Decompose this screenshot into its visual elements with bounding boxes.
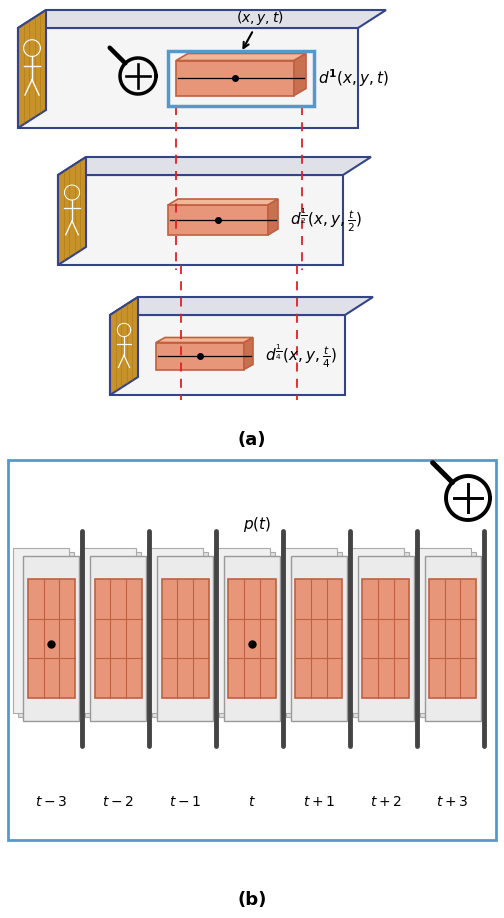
- Text: (b): (b): [237, 891, 267, 909]
- Text: $t+1$: $t+1$: [303, 795, 335, 809]
- Polygon shape: [157, 556, 213, 722]
- Polygon shape: [19, 552, 75, 717]
- Bar: [162, 579, 209, 698]
- Polygon shape: [224, 556, 280, 722]
- Polygon shape: [156, 342, 244, 370]
- Polygon shape: [58, 175, 343, 265]
- Bar: [429, 579, 476, 698]
- Polygon shape: [152, 552, 208, 717]
- Polygon shape: [244, 338, 253, 370]
- Polygon shape: [23, 556, 80, 722]
- Text: $t-1$: $t-1$: [169, 795, 201, 809]
- Polygon shape: [18, 10, 386, 28]
- Bar: [295, 579, 342, 698]
- Polygon shape: [168, 199, 278, 205]
- Polygon shape: [14, 548, 70, 713]
- Polygon shape: [424, 556, 481, 722]
- Polygon shape: [80, 548, 136, 713]
- Polygon shape: [110, 297, 373, 315]
- Text: $d^{\mathbf{1}}(x,y,t)$: $d^{\mathbf{1}}(x,y,t)$: [318, 67, 389, 89]
- Polygon shape: [147, 548, 203, 713]
- Text: $t-3$: $t-3$: [35, 795, 68, 809]
- Text: $d^{\frac{1}{2}}(x,y,\frac{t}{2})$: $d^{\frac{1}{2}}(x,y,\frac{t}{2})$: [290, 207, 362, 234]
- Polygon shape: [286, 552, 342, 717]
- Polygon shape: [281, 548, 337, 713]
- Polygon shape: [294, 53, 306, 95]
- Polygon shape: [110, 315, 345, 395]
- Bar: [28, 579, 75, 698]
- Polygon shape: [348, 548, 404, 713]
- Polygon shape: [291, 556, 347, 722]
- Polygon shape: [156, 338, 253, 342]
- Polygon shape: [353, 552, 409, 717]
- Polygon shape: [176, 53, 306, 61]
- Polygon shape: [168, 205, 268, 235]
- Text: $t+3$: $t+3$: [436, 795, 469, 809]
- Polygon shape: [58, 157, 371, 175]
- Text: $d^{\frac{1}{4}}(x,y,\frac{t}{4})$: $d^{\frac{1}{4}}(x,y,\frac{t}{4})$: [265, 342, 337, 370]
- Bar: [362, 579, 409, 698]
- Polygon shape: [214, 548, 270, 713]
- Text: $t-2$: $t-2$: [102, 795, 134, 809]
- Text: $(x,y,t)$: $(x,y,t)$: [236, 9, 284, 48]
- Polygon shape: [85, 552, 141, 717]
- Polygon shape: [18, 28, 358, 128]
- Polygon shape: [419, 552, 476, 717]
- Bar: [95, 579, 142, 698]
- Text: $p(t)$: $p(t)$: [243, 515, 271, 534]
- Polygon shape: [58, 157, 86, 265]
- Text: $t$: $t$: [248, 795, 256, 809]
- Polygon shape: [90, 556, 146, 722]
- Polygon shape: [268, 199, 278, 235]
- Text: (a): (a): [238, 431, 266, 449]
- Polygon shape: [415, 548, 471, 713]
- Polygon shape: [176, 61, 294, 95]
- Polygon shape: [110, 297, 138, 395]
- Text: $t+2$: $t+2$: [370, 795, 402, 809]
- Polygon shape: [18, 10, 46, 128]
- Bar: [228, 579, 276, 698]
- Polygon shape: [219, 552, 275, 717]
- Polygon shape: [358, 556, 414, 722]
